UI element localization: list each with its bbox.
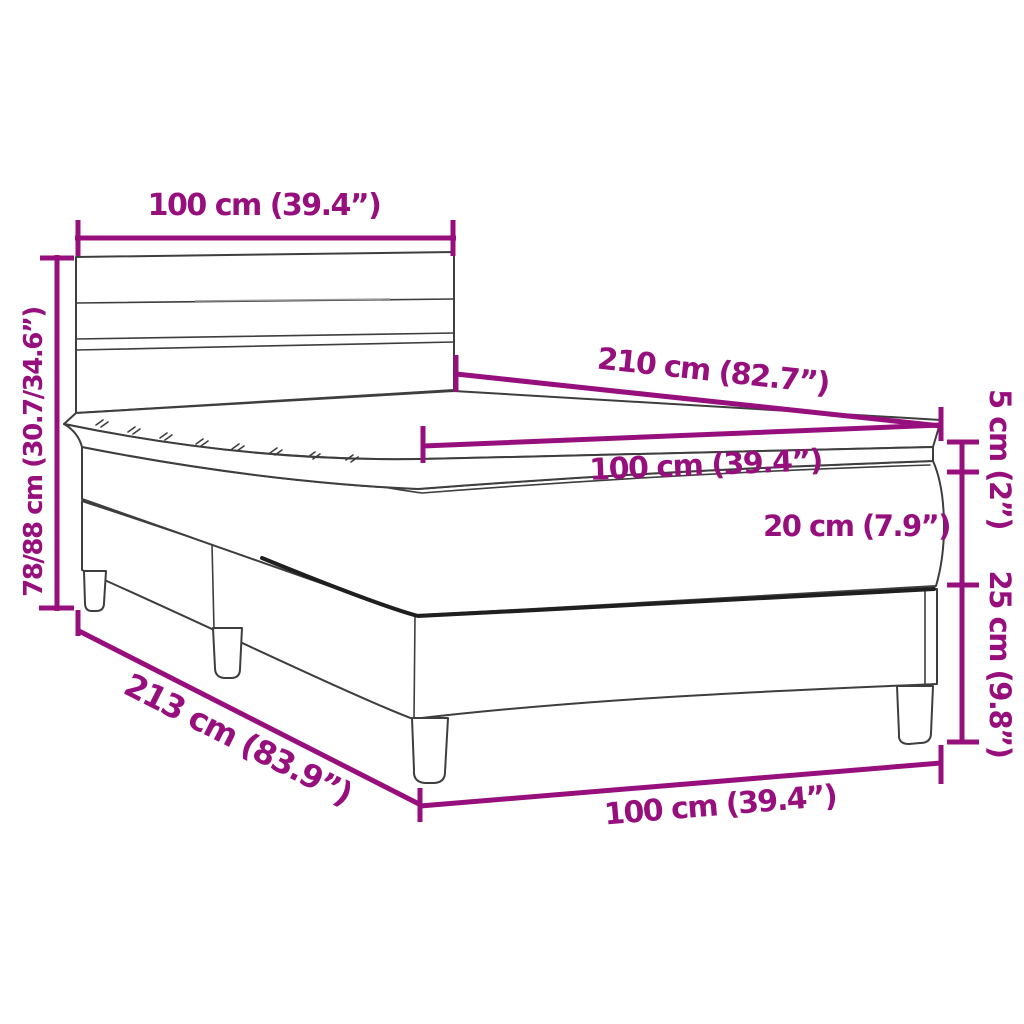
dimension-label-headboard-width: 100 cm (39.4”): [148, 188, 381, 223]
bed-leg-middle: [212, 627, 243, 679]
dimension-bed-width: 100 cm (39.4”): [419, 745, 944, 833]
bed-leg-front-corner: [411, 717, 449, 784]
bed-drawing: [63, 251, 945, 784]
bed-leg-foot-right: [896, 685, 934, 745]
dimension-headboard-width: 100 cm (39.4”): [75, 188, 456, 256]
dimension-label-bed-length: 213 cm (83.9”): [118, 666, 358, 813]
mattress-shadow-line: [260, 556, 936, 619]
base-seam: [211, 543, 215, 630]
dimension-overall-height: 78/88 cm (30.7/34.6”): [19, 255, 74, 611]
bed-leg-front-left: [83, 570, 107, 612]
base-corner-edge: [413, 615, 416, 720]
headboard-crease: [194, 298, 391, 302]
headboard-slat-line-2: [75, 332, 455, 340]
topper-front-face: [63, 423, 934, 490]
dimension-label-base-leg-height: 25 cm (9.8”): [983, 571, 1017, 758]
dimension-label-overall-height: 78/88 cm (30.7/34.6”): [19, 307, 49, 597]
topper-stitching: [95, 419, 359, 463]
dimension-label-mattress-thickness: 20 cm (7.9”): [763, 509, 950, 543]
headboard: [75, 251, 455, 414]
dimension-right-stack: 5 cm (2”) 20 cm (7.9”) 25 cm (9.8”): [763, 389, 1017, 757]
dimension-label-topper-thickness: 5 cm (2”): [983, 389, 1017, 529]
headboard-slat-line-3: [75, 341, 455, 351]
